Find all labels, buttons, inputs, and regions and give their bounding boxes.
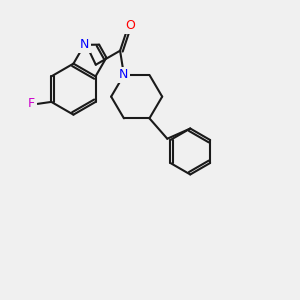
Text: O: O [125, 19, 135, 32]
Text: F: F [28, 98, 35, 110]
Text: N: N [80, 38, 89, 51]
Text: N: N [119, 68, 129, 81]
